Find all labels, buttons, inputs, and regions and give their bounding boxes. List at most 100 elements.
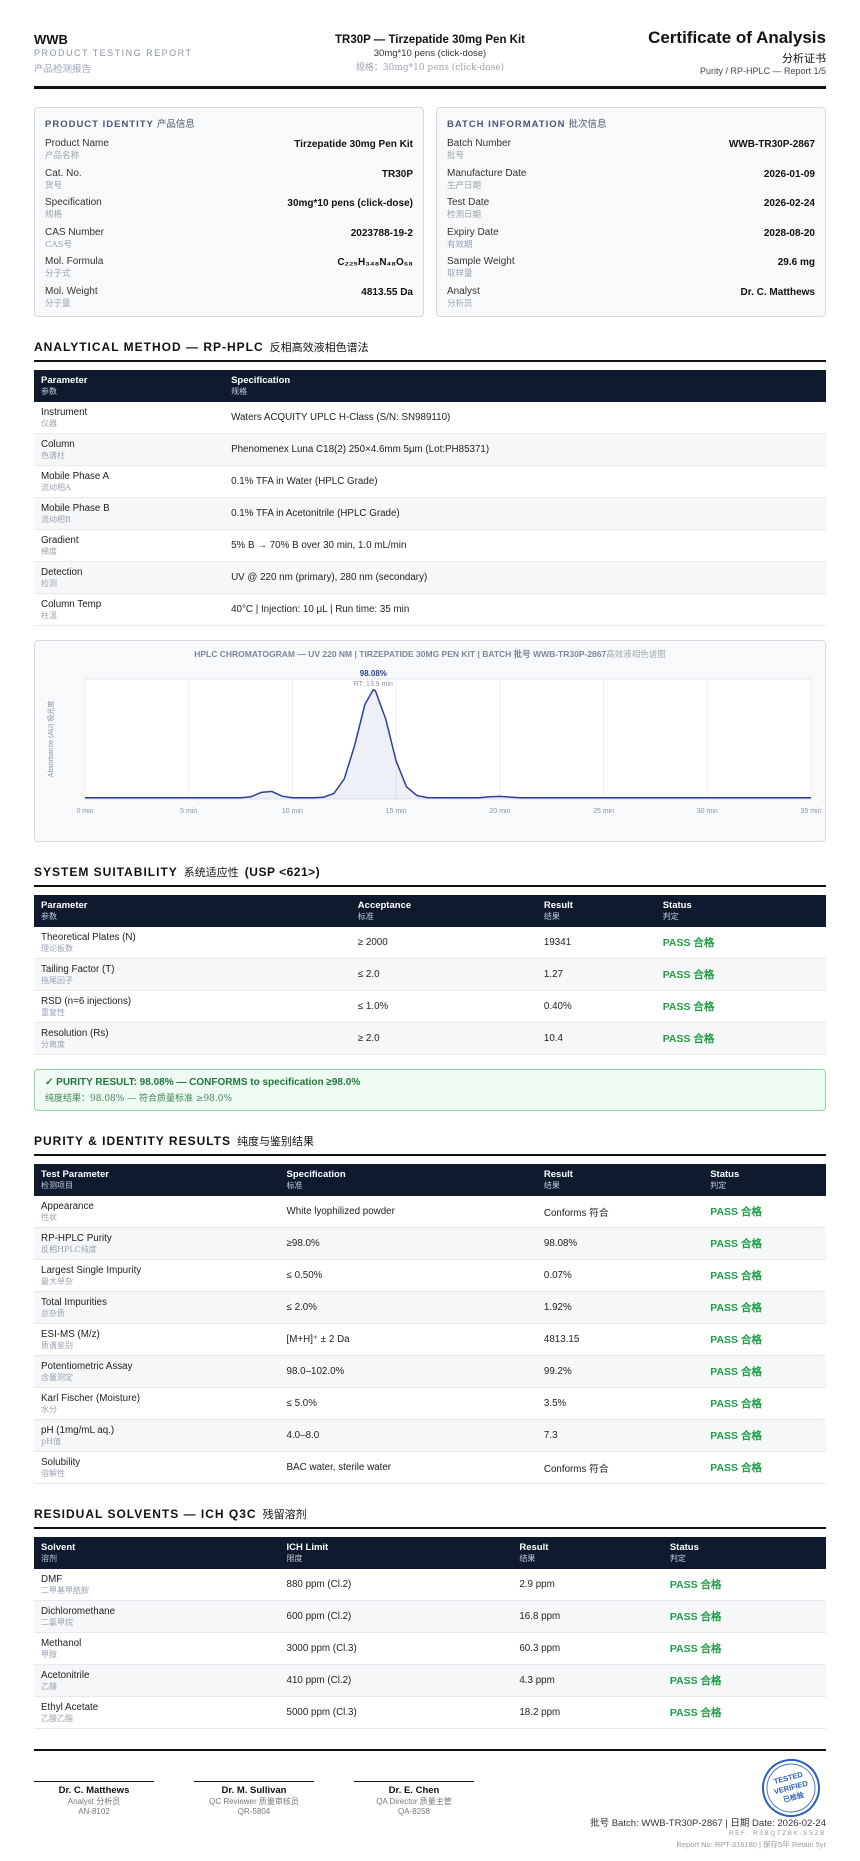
row-label: Total Impurities [41, 1296, 107, 1308]
signature: Dr. E. Chen QA Director 质量主管 QA-8258 [354, 1781, 474, 1816]
row-label: RP-HPLC Purity [41, 1232, 112, 1244]
brand: WWB [34, 32, 68, 47]
row-label: Column Temp [41, 598, 102, 610]
info-label-cn: 检测日期 [447, 210, 482, 220]
header-row: Test Parameter 检测项目 Specification 标准 Result 结… [34, 1164, 826, 1196]
info-value: C₂₂₅H₃₄₈N₄₈O₆₈ [337, 257, 413, 268]
info-box: PRODUCT IDENTITY 产品信息 Product Name 产品名称 Tirz… [34, 107, 424, 317]
cell: 410 ppm (Cl.2) [279, 1664, 513, 1697]
status: PASS 合格 [655, 958, 826, 991]
table: Solvent 溶剂 ICH Limit 限度 Result 结果 Status 判定 DMF 二… [34, 1537, 826, 1729]
row-label-cell: Column 色谱柱 [34, 433, 225, 466]
column-label: Specification [286, 1169, 346, 1180]
table-row: Mobile Phase A 流动相A 0.1% TFA in Water (HPL… [34, 465, 826, 498]
column-label-cn: 判定 [710, 1181, 727, 1190]
row-label: Methanol [41, 1637, 82, 1649]
cell: ≤ 2.0% [279, 1291, 537, 1324]
row-label-cn: 水分 [41, 1404, 57, 1414]
row-label-cell: Potentiometric Assay 含量测定 [34, 1355, 280, 1388]
cell: ≥ 2000 [350, 927, 537, 959]
section: PURITY & IDENTITY RESULTS 纯度与鉴别结果 Test Par… [34, 1133, 826, 1484]
info-label: Mol. Weight [45, 285, 98, 297]
info-row: Manufacture Date 生产日期 2026-01-09 [447, 168, 815, 198]
info-label-cn: 分析员 [447, 298, 473, 309]
signer-role: Analyst 分析员 [67, 1797, 121, 1806]
certificate: WWB PRODUCT TESTING REPORT 产品检测报告 TR30P … [34, 0, 826, 1861]
info-value: 2028-08-20 [763, 227, 815, 239]
x-tick-label: 5 min [180, 808, 197, 815]
row-label-cn: 溶解性 [41, 1468, 65, 1478]
status: PASS 合格 [655, 990, 826, 1023]
row-label: Potentiometric Assay [41, 1360, 133, 1372]
box-title-cn: 批次信息 [568, 119, 607, 130]
section-title: ANALYTICAL METHOD — RP-HPLC 反相高效液相色谱法 [34, 339, 826, 362]
cell: 1.27 [536, 958, 656, 991]
section: RESIDUAL SOLVENTS — ICH Q3C 残留溶剂 Solvent 溶剂… [34, 1506, 826, 1729]
info-value: 29.6 mg [777, 257, 815, 268]
subtitle: PRODUCT TESTING REPORT [34, 48, 193, 58]
product-spec-cn: 规格：30mg*10 pens (click-dose) [355, 63, 505, 73]
table: Parameter 参数 Acceptance 标准 Result 结果 Status 判定 T… [34, 895, 826, 1055]
row-label-cn: 二甲基甲酰胺 [41, 1585, 89, 1595]
column-label: Result [519, 1542, 549, 1553]
row-label-cell: Mobile Phase B 流动相B [34, 497, 225, 530]
status: PASS 合格 [655, 927, 826, 959]
cell: 0.07% [536, 1259, 704, 1292]
info-label-cn: 取样量 [447, 269, 473, 279]
info-label: Batch Number [447, 138, 511, 149]
info-row: Specification 规格 30mg*10 pens (click-dose) [45, 197, 413, 227]
header-row: Solvent 溶剂 ICH Limit 限度 Result 结果 Status 判定 [34, 1537, 826, 1569]
row-label-cn: 质谱鉴别 [41, 1340, 73, 1350]
cell: [M+H]⁺ ± 2 Da [279, 1323, 537, 1356]
section-title-ref: (USP <621>) [244, 865, 321, 879]
info-row: Expiry Date 有效期 2028-08-20 [447, 227, 815, 257]
column-label-cn: 判定 [662, 912, 679, 921]
chart: HPLC CHROMATOGRAM — UV 220 NM | TIRZEPAT… [46, 649, 822, 815]
signer-id: QR-5804 [237, 1807, 271, 1816]
doc-title: Certificate of Analysis [648, 28, 826, 47]
info-value: 2023788-19-2 [350, 227, 413, 239]
table-row: RP-HPLC Purity 反相HPLC纯度 ≥98.0% 98.08% PASS 合… [34, 1227, 826, 1260]
cell: UV @ 220 nm (primary), 280 nm (secondary… [224, 561, 826, 594]
info-box: BATCH INFORMATION 批次信息 Batch Number 批号 WWB-T… [436, 107, 826, 317]
column-label-cn: 溶剂 [41, 1554, 57, 1563]
row-label-cell: Largest Single Impurity 最大单杂 [34, 1259, 280, 1292]
header-row: Parameter 参数 Specification 规格 [34, 370, 826, 402]
row-label-cn: 总杂质 [41, 1308, 65, 1318]
status: PASS 合格 [662, 1696, 826, 1729]
cell: 3.5% [536, 1387, 704, 1420]
purity-result: ✓ PURITY RESULT: 98.08% — CONFORMS to sp… [34, 1069, 826, 1111]
row-label-cell: Acetonitrile 乙腈 [34, 1664, 280, 1697]
info-label: Product Name [45, 138, 109, 149]
row-label: pH (1mg/mL aq.) [41, 1424, 115, 1436]
row-label-cn: 理论板数 [41, 943, 73, 953]
x-tick-label: 30 min [697, 808, 718, 815]
cell: Waters ACQUITY UPLC H-Class (S/N: SN9891… [224, 402, 826, 434]
status: PASS 合格 [703, 1323, 826, 1356]
row-label: Largest Single Impurity [41, 1264, 142, 1276]
x-tick-label: 10 min [282, 808, 303, 815]
x-tick-label: 25 min [593, 808, 614, 815]
cell: Phenomenex Luna C18(2) 250×4.6mm 5μm (Lo… [224, 433, 826, 466]
signer-role: QA Director 质量主管 [376, 1797, 452, 1806]
row-label-cell: Column Temp 柱温 [34, 593, 225, 626]
info-label: CAS Number [45, 226, 104, 238]
cell: White lyophilized powder [279, 1196, 537, 1228]
row-label-cn: 重复性 [41, 1007, 65, 1017]
info-row: Test Date 检测日期 2026-02-24 [447, 197, 815, 227]
info-label-cn: CAS号 [45, 239, 72, 250]
cell: 2.9 ppm [512, 1569, 663, 1601]
column-label: Acceptance [357, 900, 412, 911]
column-label: Status [710, 1169, 740, 1180]
row-label-cn: 含量测定 [41, 1372, 73, 1382]
row-label-cn: 反相HPLC纯度 [41, 1244, 97, 1254]
table-row: Resolution (Rs) 分离度 ≥ 2.0 10.4 PASS 合格 [34, 1022, 826, 1055]
row-label-cell: Theoretical Plates (N) 理论板数 [34, 927, 351, 959]
section-title: RESIDUAL SOLVENTS — ICH Q3C 残留溶剂 [34, 1506, 826, 1529]
info-value: 4813.55 Da [361, 286, 413, 298]
cell: ≤ 5.0% [279, 1387, 537, 1420]
column-label-cn: 检测项目 [41, 1181, 73, 1190]
table-row: Mobile Phase B 流动相B 0.1% TFA in Acetonitri… [34, 497, 826, 530]
peak-label: 98.08% [360, 669, 387, 678]
signer-id: QA-8258 [397, 1807, 431, 1816]
